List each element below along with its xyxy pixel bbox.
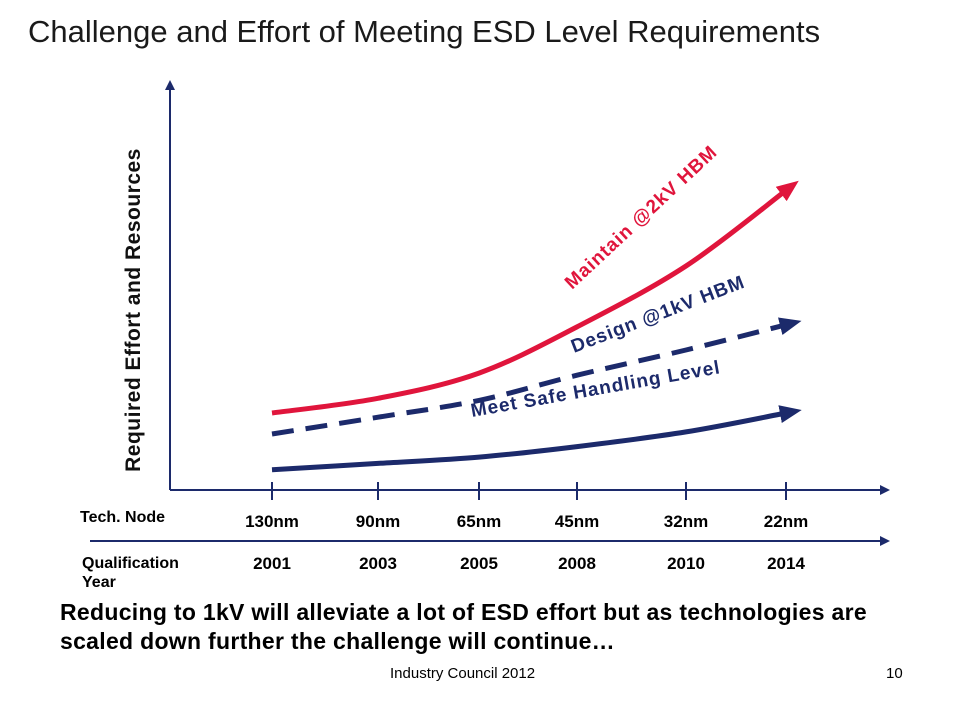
footer-text: Industry Council 2012 [390,665,536,682]
tech-node-tick-label: 90nm [356,512,400,531]
series-maintain-2kv-hbm [271,180,799,416]
qualification-year-label: Qualification Year [82,555,179,591]
page-number: 10 [886,665,903,682]
tech-node-tick-label: 22nm [764,512,808,531]
year-tick-label: 2003 [359,554,397,573]
page-title: Challenge and Effort of Meeting ESD Leve… [28,14,821,49]
series-label-maintain-2kv: Maintain @2kV HBM [561,142,722,294]
year-tick-label: 2005 [460,554,498,573]
series-label-safe-handling: Meet Safe Handling Level [469,357,722,422]
year-tick-label: 2008 [558,554,596,573]
year-tick-label: 2014 [767,554,805,573]
summary-text: Reducing to 1kV will alleviate a lot of … [60,599,867,655]
tech-node-tick-label: 45nm [555,512,599,531]
tech-node-tick-label: 130nm [245,512,299,531]
series-meet-safe-handling [271,405,802,473]
tech-node-label: Tech. Node [80,509,165,526]
year-tick-label: 2010 [667,554,705,573]
tech-node-tick-label: 32nm [664,512,708,531]
series-design-1kv-hbm [271,317,802,437]
year-tick-label: 2001 [253,554,291,573]
tech-node-tick-label: 65nm [457,512,501,531]
